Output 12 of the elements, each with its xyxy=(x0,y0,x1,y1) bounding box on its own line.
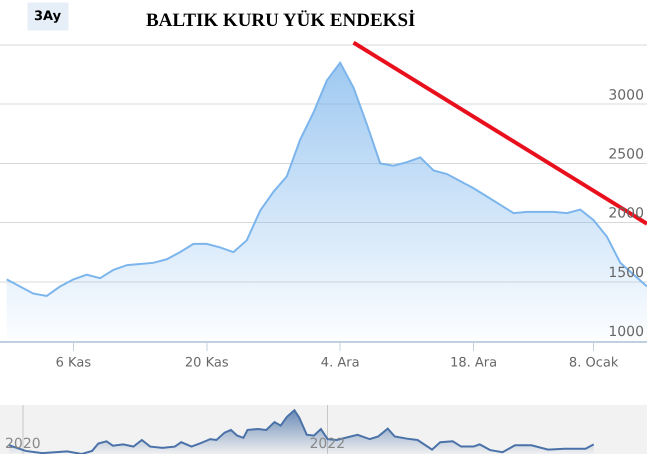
annotation: 3Ay xyxy=(34,9,62,24)
y-tick-label: 1000 xyxy=(608,324,644,340)
x-tick-label: 8. Ocak xyxy=(568,356,619,371)
text: BALTIK KURU YÜK ENDEKSİ xyxy=(146,9,416,31)
x-tick-label: 6 Kas xyxy=(56,356,92,371)
x-tick-label: 2022 xyxy=(309,436,346,452)
x-tick-label: 20 Kas xyxy=(184,356,229,371)
x-tick-label: 18. Ara xyxy=(450,356,498,371)
y-tick-label: 3000 xyxy=(608,87,644,104)
x-tick-label: 2020 xyxy=(5,436,41,452)
x-tick-label: 4. Ara xyxy=(320,356,360,371)
y-tick-label: 2500 xyxy=(608,146,644,162)
